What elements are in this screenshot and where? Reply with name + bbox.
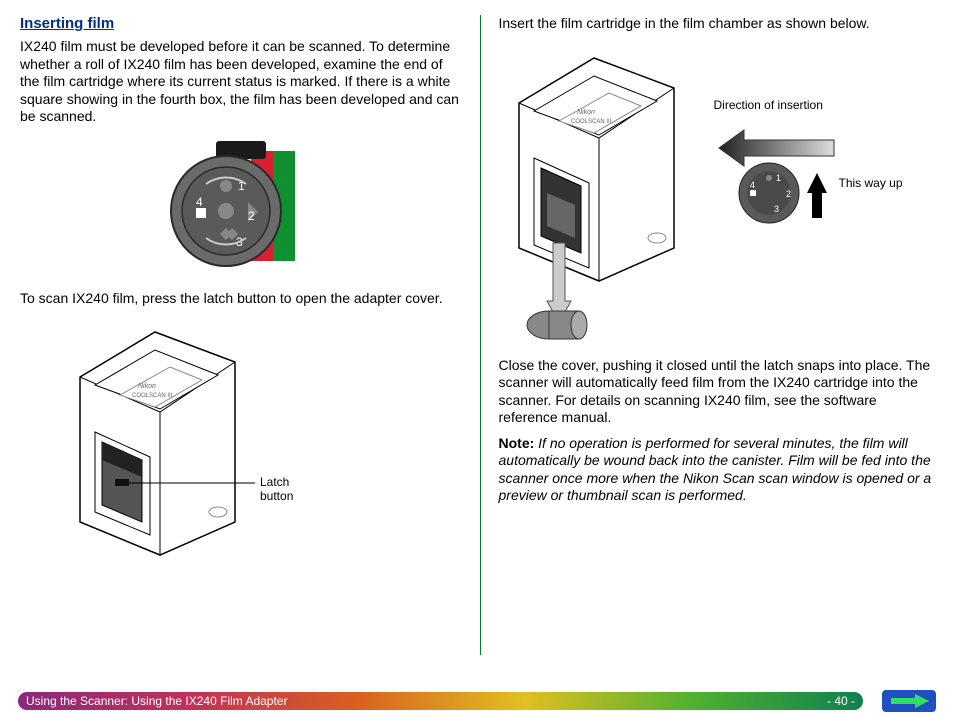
svg-text:COOLSCAN III: COOLSCAN III: [571, 119, 612, 125]
footer-text: Using the Scanner: Using the IX240 Film …: [26, 694, 287, 708]
direction-label: Direction of insertion: [714, 98, 934, 112]
scanner-diagram-1: Nikon COOLSCAN III Latch button: [60, 317, 260, 562]
svg-text:1: 1: [776, 173, 781, 183]
next-page-button[interactable]: [882, 690, 936, 712]
left-paragraph-1: IX240 film must be developed before it c…: [20, 38, 462, 126]
svg-text:2: 2: [248, 209, 255, 223]
section-title: Inserting film: [20, 15, 462, 32]
svg-text:4: 4: [196, 195, 203, 209]
footer: Using the Scanner: Using the IX240 Film …: [0, 686, 954, 716]
content-area: Inserting film IX240 film must be develo…: [0, 0, 954, 665]
page-number: - 40 -: [827, 694, 855, 708]
svg-text:4: 4: [750, 180, 755, 190]
direction-block: Direction of insertion 1 2 3: [714, 98, 934, 233]
footer-bar: Using the Scanner: Using the IX240 Film …: [18, 692, 863, 710]
arrow-right-icon: [889, 694, 929, 708]
latch-label: Latch button: [260, 475, 293, 503]
this-way-up-label: This way up: [839, 176, 903, 190]
scanner-brand: Nikon: [138, 383, 156, 390]
note-body: If no operation is performed for several…: [499, 435, 932, 504]
film-cartridge-figure: 1 2 3 4: [20, 136, 462, 276]
scanner-diagram-2: Nikon COOLSCAN III: [499, 43, 699, 348]
right-column: Insert the film cartridge in the film ch…: [480, 15, 935, 655]
right-paragraph-2: Close the cover, pushing it closed until…: [499, 357, 935, 427]
svg-text:Nikon: Nikon: [577, 109, 595, 116]
right-paragraph-1: Insert the film cartridge in the film ch…: [499, 15, 935, 33]
note-paragraph: Note: If no operation is performed for s…: [499, 435, 935, 505]
svg-text:3: 3: [774, 204, 779, 214]
svg-text:2: 2: [786, 189, 791, 199]
insertion-figure: Nikon COOLSCAN III Direction o: [499, 43, 935, 343]
scanner-model: COOLSCAN III: [132, 393, 173, 399]
note-label: Note:: [499, 435, 535, 451]
scanner-latch-figure: Nikon COOLSCAN III Latch button: [20, 317, 462, 562]
film-cartridge-diagram: 1 2 3 4: [166, 136, 316, 276]
left-paragraph-2: To scan IX240 film, press the latch butt…: [20, 290, 462, 308]
left-column: Inserting film IX240 film must be develo…: [20, 15, 480, 655]
